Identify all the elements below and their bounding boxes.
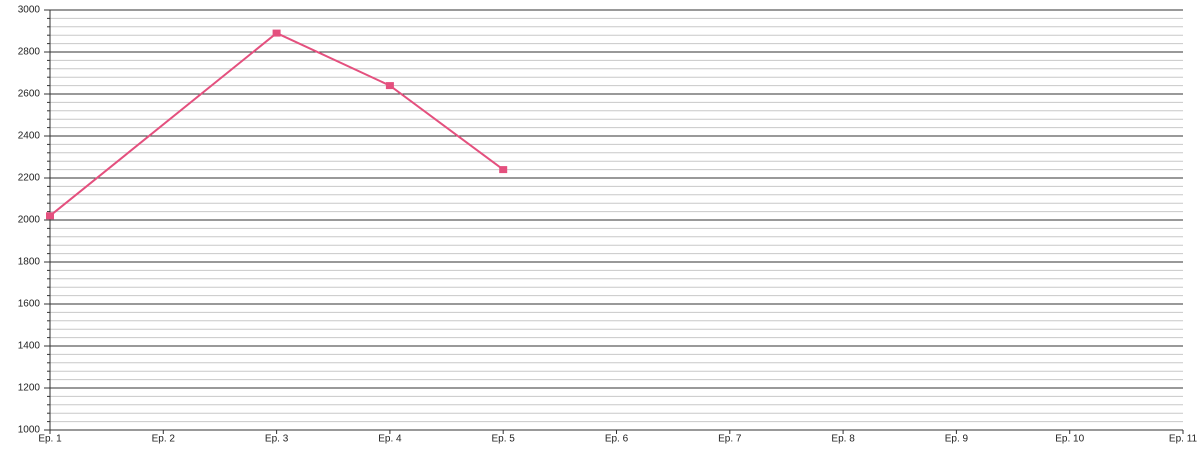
x-tick-label: Ep. 3: [265, 434, 289, 445]
x-tick-label: Ep. 9: [945, 434, 969, 445]
y-tick-label: 1200: [18, 383, 41, 394]
y-tick-label: 1000: [18, 425, 41, 436]
x-tick-label: Ep. 7: [718, 434, 742, 445]
point: [499, 166, 508, 174]
x-tick-label: Ep. 1: [38, 434, 62, 445]
series-line: [49, 31, 504, 217]
point: [46, 212, 54, 220]
y-tick-label: 2000: [18, 215, 41, 226]
point: [272, 29, 281, 37]
x-tick-label: Ep. 11: [1169, 434, 1198, 445]
x-tick-label: Ep. 8: [831, 434, 855, 445]
y-tick-label: 1400: [18, 341, 41, 352]
y-tick-label: 2200: [18, 173, 41, 184]
x-tick-label: Ep. 5: [492, 434, 516, 445]
point: [385, 82, 394, 90]
y-tick-label: 1800: [18, 257, 41, 268]
y-tick-label: 1600: [18, 299, 41, 310]
y-tick-label: 3000: [18, 5, 41, 16]
y-tick-label: 2400: [18, 131, 41, 142]
y-tick-label: 2600: [18, 89, 41, 100]
y-tick-label: 2800: [18, 47, 41, 58]
x-tick-label: Ep. 10: [1055, 434, 1084, 445]
x-tick-label: Ep. 6: [605, 434, 629, 445]
x-tick-label: Ep. 4: [378, 434, 402, 445]
x-tick-label: Ep. 2: [152, 434, 176, 445]
